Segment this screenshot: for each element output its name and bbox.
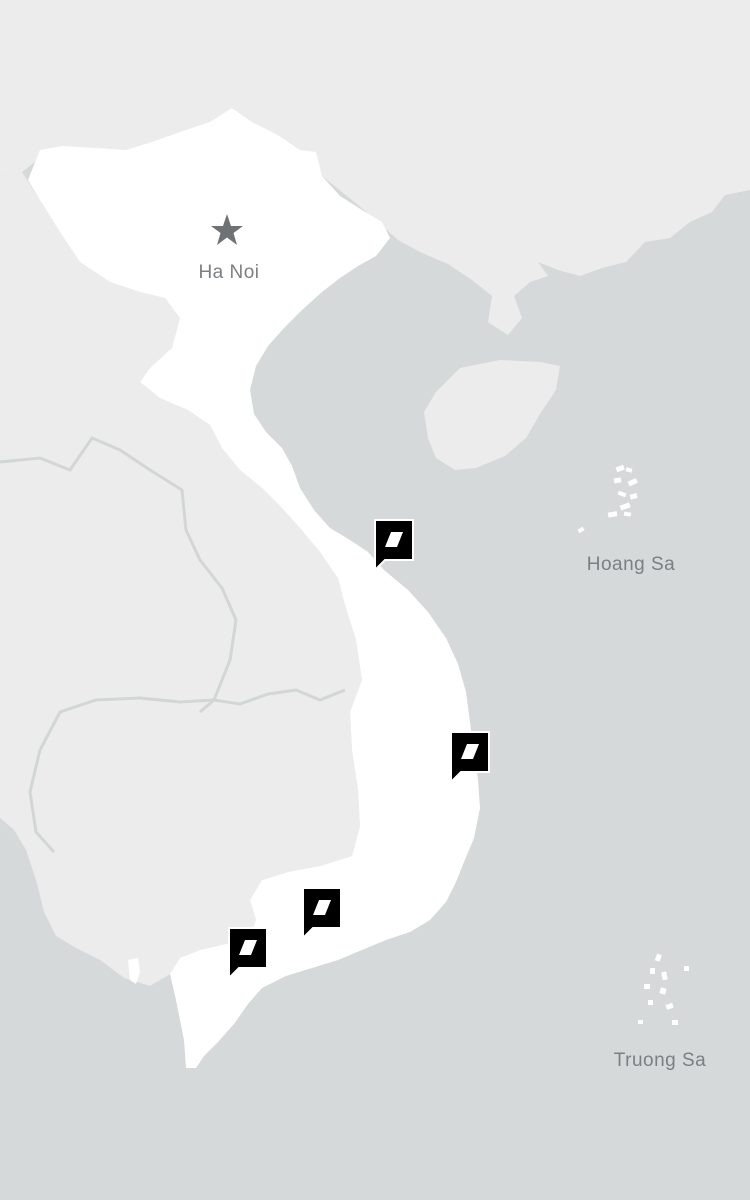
hainan-island bbox=[424, 360, 560, 470]
country-border-cambodia bbox=[38, 688, 346, 751]
gulf-of-thailand bbox=[0, 818, 186, 1200]
location-pin-icon[interactable] bbox=[302, 887, 342, 941]
phu-quoc-island bbox=[128, 958, 140, 984]
archipelago-label-hoang-sa: Hoang Sa bbox=[587, 554, 676, 575]
archipelago-label-truong-sa: Truong Sa bbox=[614, 1050, 707, 1071]
location-pin-icon[interactable] bbox=[374, 519, 414, 573]
location-pin-icon[interactable] bbox=[450, 731, 490, 785]
country-border-laos-thailand bbox=[0, 436, 238, 714]
china-land bbox=[0, 0, 750, 335]
country-border-cambodia-west bbox=[28, 749, 56, 854]
indochina-neighbor-land bbox=[0, 172, 362, 986]
truong-sa-islands bbox=[638, 953, 689, 1025]
location-pin-icon[interactable] bbox=[228, 927, 268, 981]
capital-star-icon bbox=[211, 214, 243, 245]
vietnam-land bbox=[28, 108, 480, 1068]
capital-label: Ha Noi bbox=[198, 262, 259, 283]
hoang-sa-islands bbox=[577, 464, 638, 534]
